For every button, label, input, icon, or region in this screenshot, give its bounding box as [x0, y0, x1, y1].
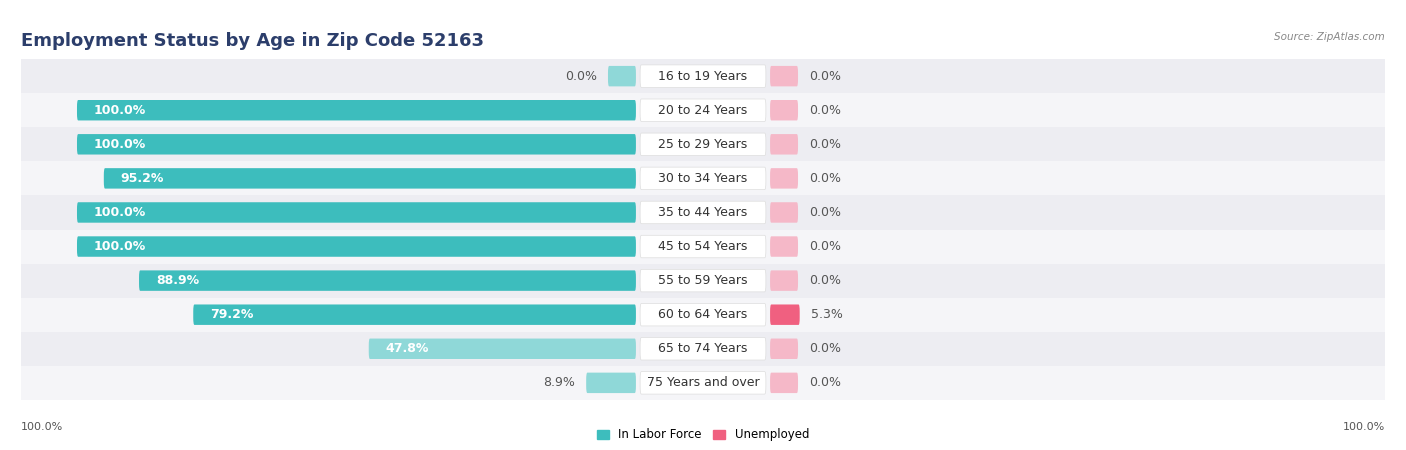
Text: 30 to 34 Years: 30 to 34 Years	[658, 172, 748, 185]
Text: 100.0%: 100.0%	[94, 104, 146, 117]
Text: 100.0%: 100.0%	[94, 240, 146, 253]
FancyBboxPatch shape	[770, 236, 799, 257]
FancyBboxPatch shape	[139, 270, 636, 291]
FancyBboxPatch shape	[640, 167, 766, 189]
Text: 65 to 74 Years: 65 to 74 Years	[658, 342, 748, 355]
FancyBboxPatch shape	[21, 297, 1385, 332]
FancyBboxPatch shape	[77, 134, 636, 154]
FancyBboxPatch shape	[770, 66, 799, 86]
Text: 16 to 19 Years: 16 to 19 Years	[658, 70, 748, 83]
Text: 0.0%: 0.0%	[810, 104, 841, 117]
FancyBboxPatch shape	[21, 59, 1385, 93]
Legend: In Labor Force, Unemployed: In Labor Force, Unemployed	[598, 428, 808, 441]
FancyBboxPatch shape	[770, 202, 799, 223]
FancyBboxPatch shape	[640, 303, 766, 326]
FancyBboxPatch shape	[21, 195, 1385, 230]
FancyBboxPatch shape	[770, 168, 799, 189]
FancyBboxPatch shape	[193, 305, 636, 325]
FancyBboxPatch shape	[21, 162, 1385, 195]
FancyBboxPatch shape	[77, 100, 636, 121]
Text: 20 to 24 Years: 20 to 24 Years	[658, 104, 748, 117]
FancyBboxPatch shape	[640, 99, 766, 122]
Text: Employment Status by Age in Zip Code 52163: Employment Status by Age in Zip Code 521…	[21, 32, 484, 50]
Text: 35 to 44 Years: 35 to 44 Years	[658, 206, 748, 219]
FancyBboxPatch shape	[21, 264, 1385, 297]
FancyBboxPatch shape	[77, 202, 636, 223]
Text: 0.0%: 0.0%	[810, 342, 841, 355]
Text: 0.0%: 0.0%	[565, 70, 596, 83]
FancyBboxPatch shape	[104, 168, 636, 189]
FancyBboxPatch shape	[586, 373, 636, 393]
Text: 60 to 64 Years: 60 to 64 Years	[658, 308, 748, 321]
FancyBboxPatch shape	[607, 66, 636, 86]
FancyBboxPatch shape	[21, 366, 1385, 400]
FancyBboxPatch shape	[640, 201, 766, 224]
FancyBboxPatch shape	[770, 373, 799, 393]
Text: 75 Years and over: 75 Years and over	[647, 376, 759, 389]
Text: 47.8%: 47.8%	[385, 342, 429, 355]
Text: 100.0%: 100.0%	[1343, 422, 1385, 432]
Text: 100.0%: 100.0%	[94, 138, 146, 151]
Text: 100.0%: 100.0%	[94, 206, 146, 219]
Text: 100.0%: 100.0%	[21, 422, 63, 432]
FancyBboxPatch shape	[21, 93, 1385, 127]
Text: 0.0%: 0.0%	[810, 70, 841, 83]
Text: 0.0%: 0.0%	[810, 240, 841, 253]
FancyBboxPatch shape	[640, 235, 766, 258]
FancyBboxPatch shape	[770, 134, 799, 154]
Text: 0.0%: 0.0%	[810, 138, 841, 151]
Text: 79.2%: 79.2%	[209, 308, 253, 321]
FancyBboxPatch shape	[368, 338, 636, 359]
FancyBboxPatch shape	[640, 270, 766, 292]
FancyBboxPatch shape	[21, 332, 1385, 366]
Text: 25 to 29 Years: 25 to 29 Years	[658, 138, 748, 151]
FancyBboxPatch shape	[770, 338, 799, 359]
Text: 8.9%: 8.9%	[543, 376, 575, 389]
FancyBboxPatch shape	[640, 338, 766, 360]
FancyBboxPatch shape	[640, 65, 766, 87]
Text: 55 to 59 Years: 55 to 59 Years	[658, 274, 748, 287]
Text: Source: ZipAtlas.com: Source: ZipAtlas.com	[1274, 32, 1385, 41]
Text: 0.0%: 0.0%	[810, 206, 841, 219]
FancyBboxPatch shape	[640, 372, 766, 394]
Text: 88.9%: 88.9%	[156, 274, 198, 287]
FancyBboxPatch shape	[770, 270, 799, 291]
Text: 5.3%: 5.3%	[811, 308, 842, 321]
FancyBboxPatch shape	[21, 127, 1385, 162]
Text: 45 to 54 Years: 45 to 54 Years	[658, 240, 748, 253]
FancyBboxPatch shape	[640, 133, 766, 156]
FancyBboxPatch shape	[770, 305, 800, 325]
Text: 0.0%: 0.0%	[810, 274, 841, 287]
FancyBboxPatch shape	[77, 236, 636, 257]
Text: 0.0%: 0.0%	[810, 172, 841, 185]
FancyBboxPatch shape	[21, 230, 1385, 264]
FancyBboxPatch shape	[770, 100, 799, 121]
Text: 0.0%: 0.0%	[810, 376, 841, 389]
Text: 95.2%: 95.2%	[121, 172, 165, 185]
